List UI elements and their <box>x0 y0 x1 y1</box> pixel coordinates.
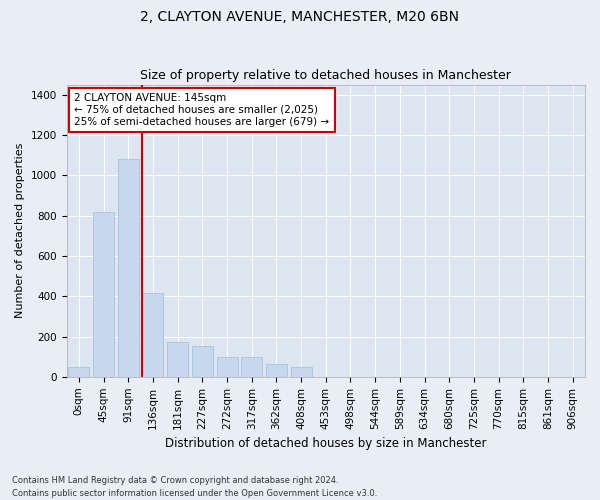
Bar <box>68 366 89 377</box>
Bar <box>266 364 287 377</box>
Bar <box>93 212 114 377</box>
Bar <box>118 159 139 377</box>
X-axis label: Distribution of detached houses by size in Manchester: Distribution of detached houses by size … <box>165 437 487 450</box>
Text: 2 CLAYTON AVENUE: 145sqm
← 75% of detached houses are smaller (2,025)
25% of sem: 2 CLAYTON AVENUE: 145sqm ← 75% of detach… <box>74 94 329 126</box>
Bar <box>241 356 262 377</box>
Bar <box>290 366 311 377</box>
Bar <box>142 293 163 377</box>
Title: Size of property relative to detached houses in Manchester: Size of property relative to detached ho… <box>140 69 511 82</box>
Text: 2, CLAYTON AVENUE, MANCHESTER, M20 6BN: 2, CLAYTON AVENUE, MANCHESTER, M20 6BN <box>140 10 460 24</box>
Bar <box>192 346 213 377</box>
Bar <box>167 342 188 377</box>
Y-axis label: Number of detached properties: Number of detached properties <box>15 143 25 318</box>
Text: Contains HM Land Registry data © Crown copyright and database right 2024.
Contai: Contains HM Land Registry data © Crown c… <box>12 476 377 498</box>
Bar <box>217 356 238 377</box>
